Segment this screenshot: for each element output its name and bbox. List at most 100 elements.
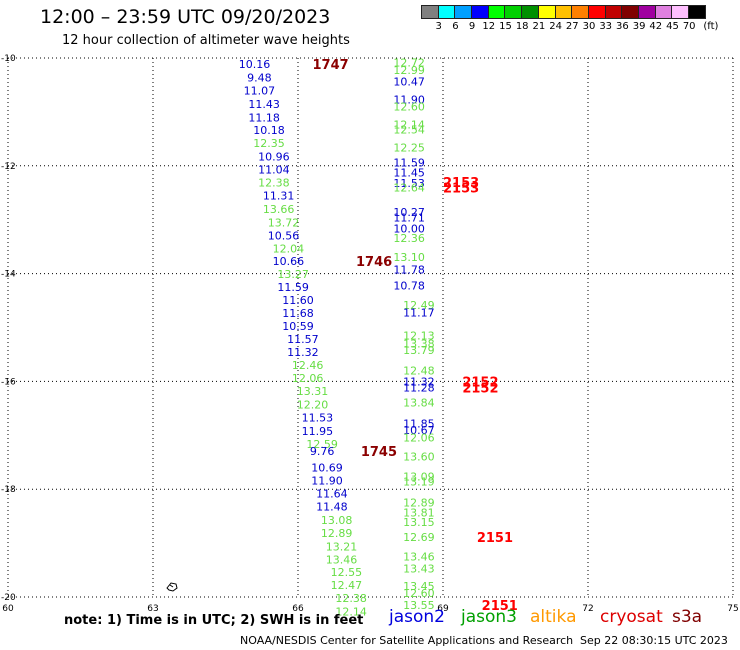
legend-jason3: jason3: [461, 607, 517, 627]
swh-value-label: 12.64: [393, 181, 425, 194]
legend-label: 42: [649, 21, 663, 32]
swh-value-label: 12.60: [393, 101, 425, 114]
swh-value-label: 12.06: [292, 372, 324, 385]
swh-value-label: 10.00: [393, 222, 425, 235]
pass-time-label: 2152: [462, 375, 498, 390]
swh-value-label: 12.25: [393, 141, 425, 154]
legend-label: 70: [682, 21, 696, 32]
swh-value-label: 12.72: [393, 56, 425, 69]
swh-value-label: 13.81: [403, 506, 435, 519]
legend-swatch: [688, 5, 706, 19]
swh-value-label: 11.48: [316, 500, 348, 513]
swh-value-label: 13.66: [263, 203, 295, 216]
pass-time-label: 2151: [482, 599, 518, 614]
y-tick-label: -18: [1, 485, 16, 495]
swh-value-label: 11.31: [263, 189, 295, 202]
x-tick-label: 63: [147, 604, 158, 614]
swh-value-label: 11.17: [403, 306, 435, 319]
swh-value-label: 10.78: [393, 279, 425, 292]
swh-value-label: 11.95: [302, 425, 334, 438]
legend-label: 6: [452, 21, 459, 32]
x-tick-label: 69: [437, 604, 449, 614]
legend-unit: (ft): [703, 21, 719, 32]
swh-value-label: 11.68: [282, 307, 314, 320]
swh-value-label: 12.36: [393, 232, 425, 245]
swh-value-label: 13.27: [277, 268, 309, 281]
swh-value-label: 11.32: [287, 346, 319, 359]
swh-value-label: 12.14: [335, 606, 367, 619]
x-tick-label: 75: [727, 604, 738, 614]
x-tick-label: 72: [582, 604, 593, 614]
swh-value-label: 13.19: [403, 476, 435, 489]
swh-value-label: 12.89: [403, 497, 435, 510]
swh-value-label: 12.13: [403, 330, 435, 343]
swh-value-label: 13.15: [403, 516, 435, 529]
legend-label: 30: [582, 21, 596, 32]
legend-labels: 3 6 9 12 15 18 21 24 27 30 33 36 39 42 45 70 (ft): [421, 19, 719, 33]
y-tick-label: -14: [1, 270, 16, 280]
legend-label: 33: [599, 21, 613, 32]
credit-text: NOAA/NESDIS Center for Satellite Applica…: [240, 634, 574, 647]
swh-value-label: 11.43: [248, 98, 280, 111]
swh-value-label: 13.79: [403, 344, 435, 357]
swh-value-label: 12.14: [393, 118, 425, 131]
swh-value-label: 13.43: [403, 562, 435, 575]
swh-value-label: 13.10: [393, 251, 425, 264]
footer-note: note: 1) Time is in UTC; 2) SWH is in fe…: [64, 613, 364, 628]
chart-title: 12:00 – 23:59 UTC 09/20/2023: [40, 6, 331, 28]
pass-time-label: 2153: [443, 176, 479, 191]
swh-value-label: 11.85: [403, 417, 435, 430]
color-legend: 3 6 9 12 15 18 21 24 27 30 33 36 39 42 45 70 (ft): [421, 5, 719, 33]
swh-value-label: 12.48: [403, 365, 435, 378]
swh-value-label: 13.72: [268, 216, 300, 229]
pass-time-label: 1746: [356, 255, 392, 270]
pass-time-label: 2152: [462, 381, 498, 396]
island-outline: [166, 582, 178, 592]
swh-value-label: 13.09: [403, 470, 435, 483]
swh-value-label: 10.16: [239, 58, 271, 71]
swh-value-label: 12.59: [306, 438, 338, 451]
chart-subtitle: 12 hour collection of altimeter wave hei…: [62, 33, 350, 48]
swh-value-label: 13.08: [321, 514, 353, 527]
swh-value-label: 11.59: [393, 157, 425, 170]
swh-value-label: 10.59: [282, 320, 314, 333]
swh-value-label: 11.45: [393, 166, 425, 179]
swh-value-label: 12.46: [292, 359, 324, 372]
swh-value-label: 12.55: [331, 566, 363, 579]
swh-value-label: 12.20: [297, 399, 329, 412]
legend-label: 15: [499, 21, 512, 32]
swh-value-label: 13.46: [326, 553, 358, 566]
swh-value-label: 11.59: [277, 281, 309, 294]
swh-value-label: 11.90: [393, 94, 425, 107]
swh-value-label: 13.46: [403, 551, 435, 564]
swh-value-label: 11.64: [316, 488, 348, 501]
swh-value-label: 13.84: [403, 396, 435, 409]
swh-value-label: 12.54: [393, 124, 425, 137]
y-tick-label: -16: [1, 377, 16, 387]
swh-value-label: 11.78: [393, 263, 425, 276]
swh-value-label: 13.55: [403, 599, 435, 612]
swh-value-label: 9.48: [247, 71, 272, 84]
swh-value-label: 12.04: [273, 242, 305, 255]
swh-value-label: 11.90: [311, 475, 343, 488]
legend-label: 24: [549, 21, 562, 32]
y-tick-label: -20: [1, 593, 16, 603]
swh-value-label: 12.38: [335, 592, 367, 605]
pass-time-label: 2151: [477, 531, 513, 546]
legend-label: 36: [616, 21, 629, 32]
y-tick-label: -12: [1, 162, 16, 172]
swh-value-label: 12.99: [393, 64, 425, 77]
legend-label: 39: [632, 21, 646, 32]
swh-value-label: 10.66: [273, 255, 305, 268]
legend-label: 18: [515, 21, 529, 32]
swh-value-label: 12.38: [258, 177, 290, 190]
legend-swatches: [421, 5, 706, 19]
legend-label: 45: [666, 21, 679, 32]
swh-value-label: 11.71: [393, 212, 425, 225]
swh-value-label: 13.38: [403, 338, 435, 351]
swh-value-label: 10.47: [393, 76, 425, 89]
swh-value-label: 10.69: [311, 462, 343, 475]
swh-value-label: 12.49: [403, 299, 435, 312]
